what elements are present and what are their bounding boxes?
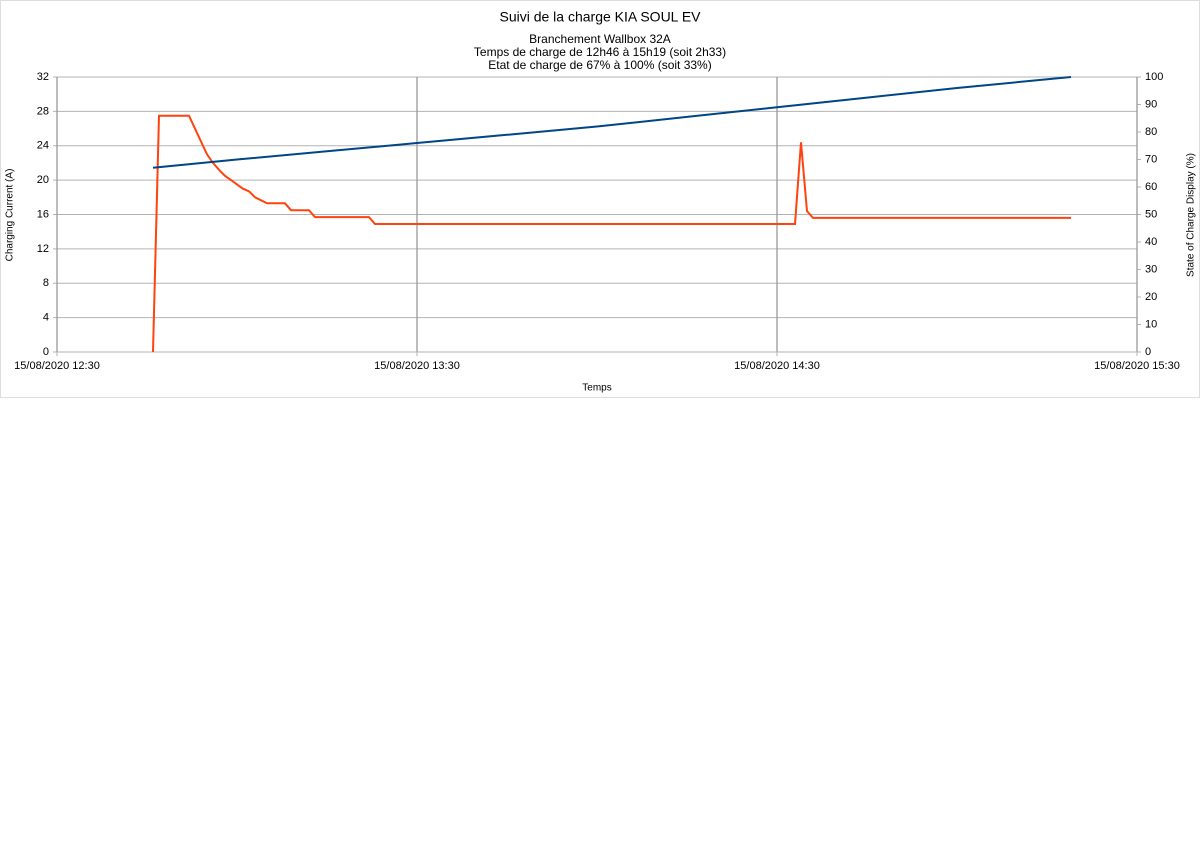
y2-tick-label: 30	[1145, 263, 1157, 275]
x-tick-label: 15/08/2020 12:30	[14, 360, 100, 372]
chart-subtitle: Branchement Wallbox 32A	[529, 32, 671, 46]
y-tick-label: 4	[43, 312, 49, 324]
chart-frame	[0, 0, 1200, 398]
chart-subtitle: Etat de charge de 67% à 100% (soit 33%)	[488, 58, 711, 72]
chart-title: Suivi de la charge KIA SOUL EV	[499, 9, 701, 25]
y-tick-label: 28	[37, 105, 49, 117]
x-tick-label: 15/08/2020 15:30	[1094, 360, 1180, 372]
y-tick-label: 32	[37, 71, 49, 83]
y-tick-label: 0	[43, 346, 49, 358]
y-tick-label: 16	[37, 208, 49, 220]
y2-tick-label: 0	[1145, 346, 1151, 358]
y-tick-label: 20	[37, 174, 49, 186]
series-line	[152, 76, 1072, 169]
y2-tick-label: 70	[1145, 153, 1157, 165]
y-axis-label: Charging Current (A)	[5, 169, 16, 262]
y2-tick-label: 40	[1145, 236, 1157, 248]
y2-tick-label: 90	[1145, 98, 1157, 110]
y2-tick-label: 80	[1145, 126, 1157, 138]
y2-axis-label: State of Charge Display (%)	[1186, 153, 1197, 277]
y2-tick-label: 10	[1145, 318, 1157, 330]
x-tick-label: 15/08/2020 13:30	[374, 360, 460, 372]
y-tick-label: 12	[37, 243, 49, 255]
chart-subtitle: Temps de charge de 12h46 à 15h19 (soit 2…	[474, 45, 726, 59]
y2-tick-label: 20	[1145, 291, 1157, 303]
x-axis-label: Temps	[582, 383, 611, 394]
x-tick-label: 15/08/2020 14:30	[734, 360, 820, 372]
y2-tick-label: 100	[1145, 71, 1163, 83]
y2-tick-label: 50	[1145, 208, 1157, 220]
series-line	[152, 114, 1071, 353]
y-tick-label: 8	[43, 277, 49, 289]
y-tick-label: 24	[37, 140, 49, 152]
y2-tick-label: 60	[1145, 181, 1157, 193]
